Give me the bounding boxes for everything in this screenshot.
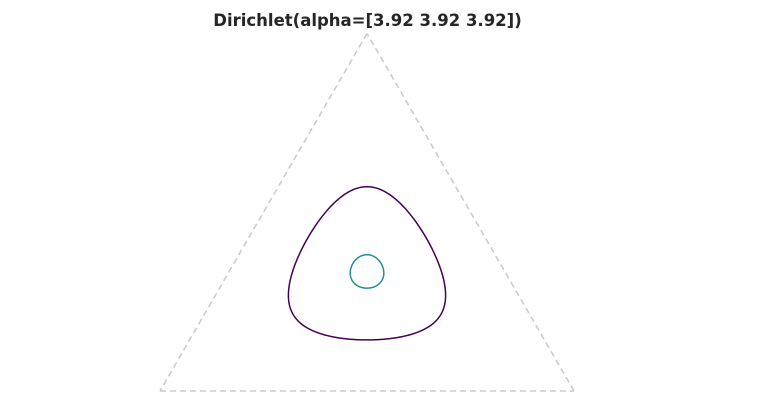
contour-lines — [287, 185, 447, 341]
simplex-edge-left — [159, 33, 368, 392]
contour-line-1 — [287, 185, 447, 341]
simplex-edge-right — [366, 33, 575, 392]
contour-line-2 — [349, 253, 385, 289]
simplex-outline — [159, 33, 575, 392]
chart-title: Dirichlet(alpha=[3.92 3.92 3.92]) — [213, 11, 522, 30]
